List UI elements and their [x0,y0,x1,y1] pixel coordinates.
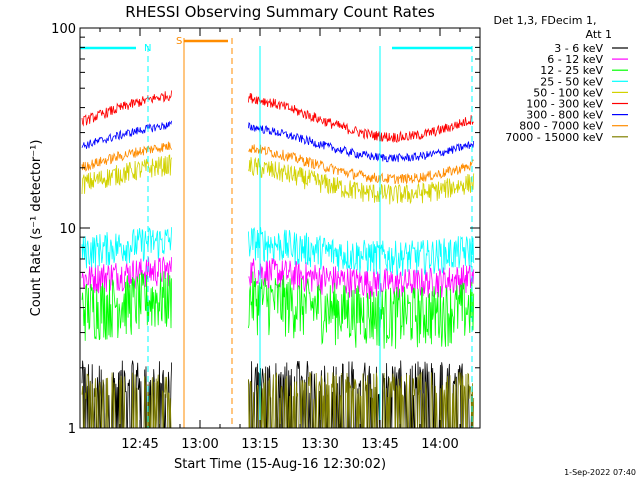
axis-layer: 12:45 13:00 13:15 13:30 13:45 14:00 1 10 100 [51,22,480,452]
series-line-100-300-kev [81,90,474,144]
x-tick-label: 14:00 [421,437,458,452]
timestamp: 1-Sep-2022 07:40 [564,468,636,477]
s-flag-label: S [176,36,182,47]
series-100-300-kev [81,90,474,144]
x-tick-label: 13:30 [301,437,338,452]
x-tick-label: 13:15 [241,437,278,452]
legend-item-800-7000-kev: 800 - 7000 keV [519,120,628,133]
legend-header-line-2: Att 1 [586,28,612,41]
legend-item-7000-15000-kev: 7000 - 15000 keV [505,131,628,144]
series-line-25-50-kev [81,226,475,276]
series-12-25-kev [81,271,475,349]
n-flag-label: N [144,43,151,54]
series-line-50-100-kev [81,154,475,205]
y-axis-label: Count Rate (s⁻¹ detector⁻¹) [29,140,44,317]
legend-item-6-12-kev: 6 - 12 keV [547,53,628,66]
series-300-800-kev [81,120,475,163]
legend-label: 800 - 7000 keV [519,120,603,133]
legend-item-100-300-kev: 100 - 300 keV [526,98,628,111]
flag-markers: NS [80,36,473,428]
series-line-12-25-kev [81,271,475,349]
series-50-100-kev [81,154,475,205]
legend-header-line-1: Det 1,3, FDecim 1, [494,14,597,27]
legend-item-50-100-kev: 50 - 100 keV [533,86,628,99]
legend-label: 50 - 100 keV [533,86,603,99]
y-tick-label: 100 [51,22,76,37]
legend-label: 300 - 800 keV [526,109,603,122]
legend-item-300-800-kev: 300 - 800 keV [526,109,628,122]
legend-item-12-25-kev: 12 - 25 keV [540,64,628,77]
y-tick-label: 1 [68,422,76,437]
legend-label: 25 - 50 keV [540,75,603,88]
x-axis-label: Start Time (15-Aug-16 12:30:02) [174,457,386,472]
x-tick-label: 12:45 [121,437,158,452]
y-tick-label: 10 [59,222,76,237]
legend-label: 12 - 25 keV [540,64,603,77]
legend-label: 7000 - 15000 keV [505,131,603,144]
x-tick-label: 13:00 [181,437,218,452]
x-tick-label: 13:45 [361,437,398,452]
series-800-7000-kev [81,141,474,185]
legend-item-3-6-kev: 3 - 6 keV [554,42,628,55]
data-layer: NS [80,36,475,429]
legend-item-25-50-kev: 25 - 50 keV [540,75,628,88]
legend-label: 3 - 6 keV [554,42,603,55]
series-line-800-7000-kev [81,141,474,185]
legend-label: 6 - 12 keV [547,53,603,66]
chart-title: RHESSI Observing Summary Count Rates [125,3,435,21]
legend-label: 100 - 300 keV [526,98,603,111]
series-line-300-800-kev [81,120,475,163]
series-25-50-kev [81,226,475,276]
